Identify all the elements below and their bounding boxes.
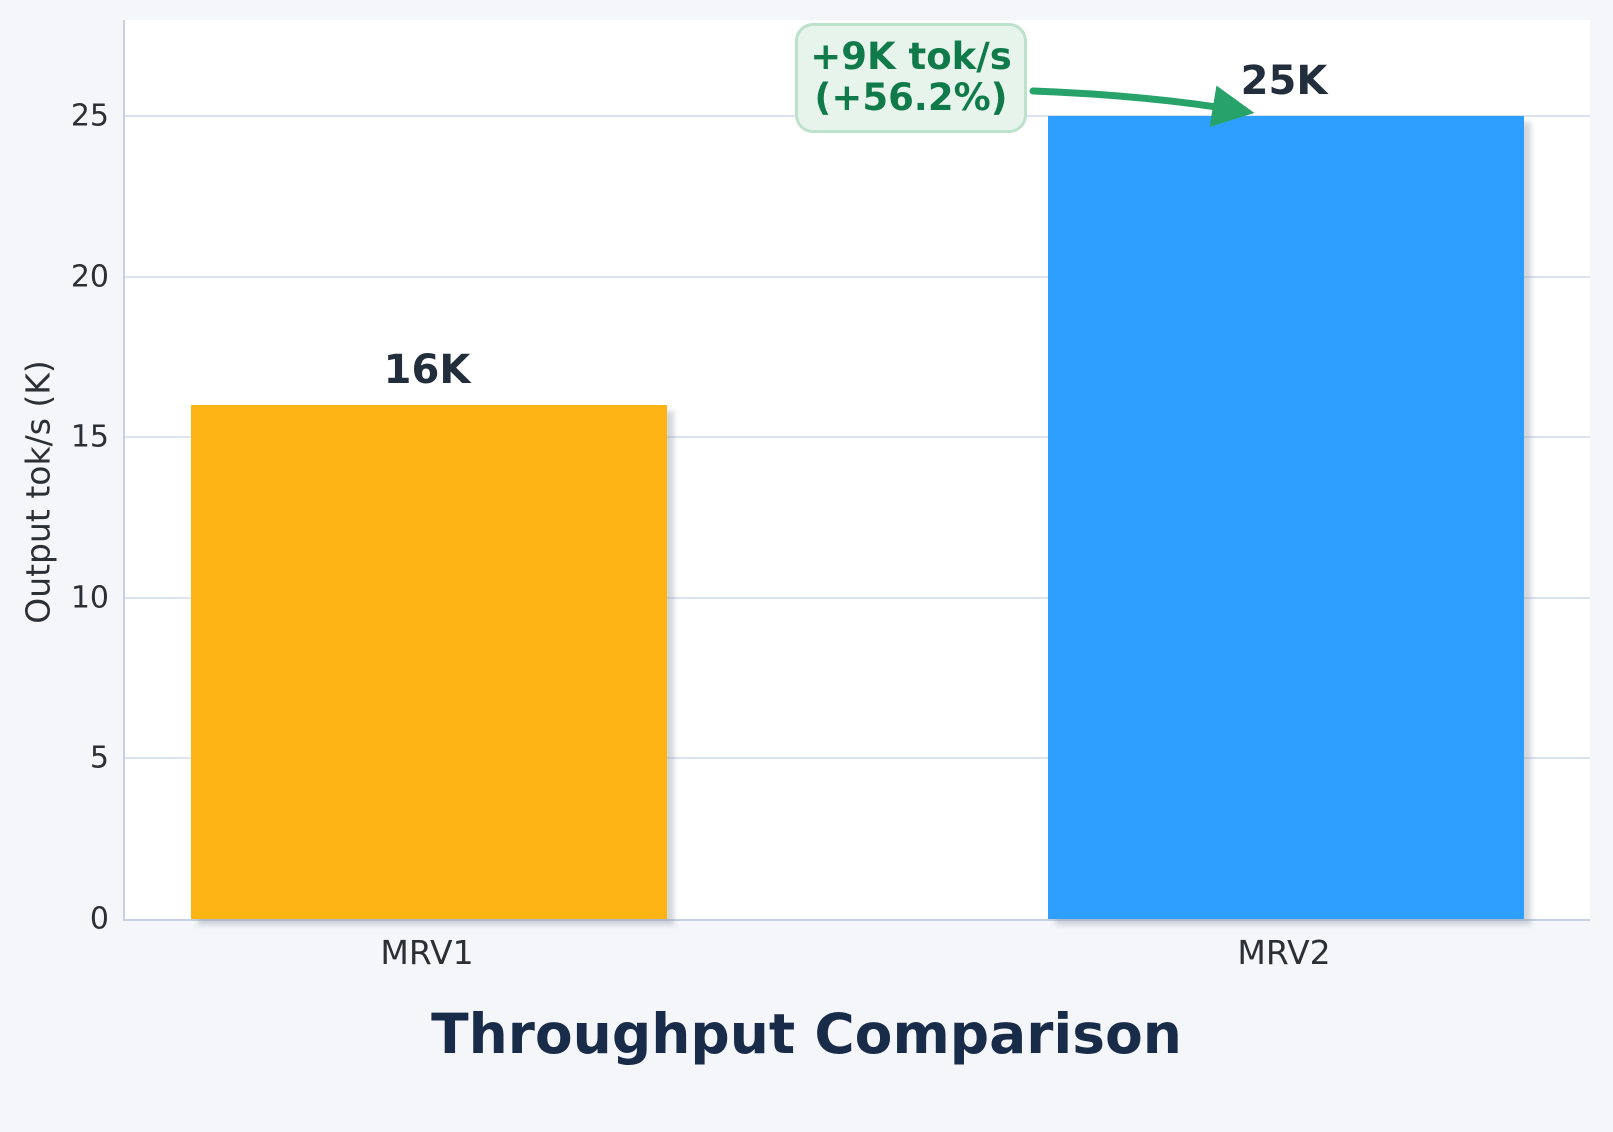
y-tick-label-15: 15	[70, 419, 109, 455]
y-tick-label-10: 10	[70, 580, 109, 616]
value-label-mrv2: 25K	[1240, 58, 1328, 105]
gridline-y-20	[125, 275, 1590, 278]
gridline-y-15	[125, 436, 1590, 439]
gridline-y-5	[125, 757, 1590, 760]
y-tick-label-0: 0	[89, 901, 109, 937]
chart-title: Throughput Comparison	[431, 1002, 1182, 1066]
gain-annotation-callout: +9K tok/s (+56.2%)	[795, 23, 1027, 133]
value-label-mrv1: 16K	[383, 347, 471, 394]
x-tick-label-mrv1: MRV1	[380, 933, 474, 972]
gain-annotation-line1: +9K tok/s	[810, 35, 1012, 79]
bar-mrv1	[190, 405, 667, 919]
x-tick-label-mrv2: MRV2	[1237, 933, 1331, 972]
y-tick-label-25: 25	[70, 98, 109, 134]
bar-mrv2	[1048, 116, 1524, 919]
gridline-y-10	[125, 596, 1590, 599]
gain-annotation-line2: (+56.2%)	[814, 76, 1008, 119]
plot-area	[123, 20, 1590, 921]
y-tick-label-5: 5	[89, 740, 109, 776]
y-tick-label-20: 20	[70, 259, 109, 295]
